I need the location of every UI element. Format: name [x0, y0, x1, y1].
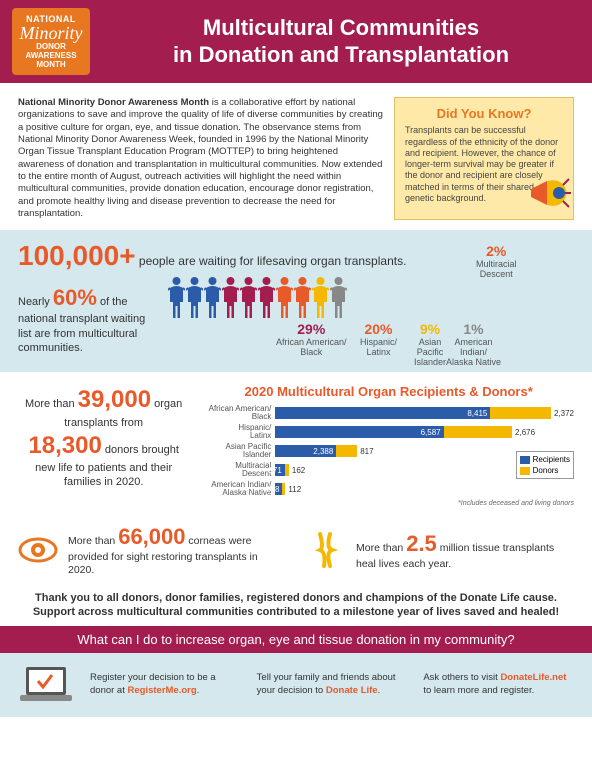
badge-awareness: AWARENESS — [25, 51, 76, 60]
intro-text: National Minority Donor Awareness MonthN… — [18, 97, 386, 220]
page-title: Multicultural Communities in Donation an… — [102, 15, 580, 68]
cornea-tissue-stats: More than 66,000 corneas were provided f… — [0, 515, 592, 585]
intro-section: National Minority Donor Awareness MonthN… — [0, 83, 592, 230]
person-icon — [294, 276, 311, 320]
register-link[interactable]: RegisterMe.org — [128, 685, 197, 696]
stat-100k-suffix: people are waiting for lifesaving organ … — [136, 254, 407, 268]
cta-body: Register your decision to be a donor at … — [0, 653, 592, 717]
badge-month: MONTH — [36, 60, 65, 69]
megaphone-icon — [523, 169, 571, 217]
transplant-stats: More than 39,000 organ transplants from … — [0, 372, 592, 515]
person-icon — [240, 276, 257, 320]
chart-title: 2020 Multicultural Organ Recipients & Do… — [203, 384, 574, 399]
demographic-label: 29%African American/Black — [276, 322, 347, 357]
recipients-donors-chart: 2020 Multicultural Organ Recipients & Do… — [203, 384, 574, 507]
people-pictogram: 29%African American/Black 20%Hispanic/Lat… — [168, 276, 574, 362]
stats2-text: More than 39,000 organ transplants from … — [18, 384, 189, 489]
person-icon — [276, 276, 293, 320]
did-you-know-box: Did You Know? Transplants can be success… — [394, 97, 574, 220]
cta-col-2: Tell your family and friends about your … — [257, 672, 408, 697]
chart-legend: RecipientsDonors — [516, 451, 574, 479]
person-icon — [204, 276, 221, 320]
waiting-list-stats: 100,000+ people are waiting for lifesavi… — [0, 230, 592, 372]
chart-bar-row: African American/Black8,4152,372 — [203, 405, 574, 421]
person-icon — [186, 276, 203, 320]
chart-bar-row: Hispanic/Latinx6,5872,676 — [203, 424, 574, 440]
donate-life-text: Donate Life — [326, 685, 378, 696]
cta-col-3: Ask others to visit DonateLife.net to le… — [423, 672, 574, 697]
laptop-icon — [18, 665, 74, 705]
donatelife-link[interactable]: DonateLife.net — [500, 672, 566, 683]
eye-icon — [18, 530, 58, 570]
demographic-label: 1%AmericanIndian/Alaska Native — [446, 322, 501, 367]
stat-18k: 18,300 — [28, 432, 101, 459]
chart-footnote: *Includes deceased and living donors — [203, 500, 574, 507]
person-icon — [258, 276, 275, 320]
demographic-label: 2%MultiracialDescent — [476, 244, 517, 279]
awareness-month-badge: NATIONAL Minority DONOR AWARENESS MONTH — [12, 8, 90, 75]
thank-you-text: Thank you to all donors, donor families,… — [0, 585, 592, 626]
stat-60pct: Nearly 60% of the national transplant wa… — [18, 284, 158, 355]
stat-2-5m: 2.5 — [406, 531, 437, 556]
dyk-title: Did You Know? — [405, 106, 563, 122]
badge-minority: Minority — [20, 24, 83, 42]
header: NATIONAL Minority DONOR AWARENESS MONTH … — [0, 0, 592, 83]
title-line2: in Donation and Transplantation — [102, 42, 580, 68]
tissue-stat: More than 2.5 million tissue transplants… — [306, 523, 574, 577]
person-icon — [222, 276, 239, 320]
intro-lead: National Minority Donor Awareness Month — [18, 97, 209, 108]
chart-bar-row: American Indian/Alaska Native278112 — [203, 481, 574, 497]
stat-100k: 100,000+ — [18, 240, 136, 271]
stat-39k: 39,000 — [78, 386, 151, 413]
cta-col-1: Register your decision to be a donor at … — [90, 672, 241, 697]
stat-60pct-num: 60% — [53, 285, 97, 310]
demographic-label: 20%Hispanic/Latinx — [360, 322, 397, 357]
cornea-stat: More than 66,000 corneas were provided f… — [18, 523, 286, 577]
person-icon — [312, 276, 329, 320]
title-line1: Multicultural Communities — [102, 15, 580, 41]
stat-66k: 66,000 — [118, 524, 185, 549]
knee-joint-icon — [306, 530, 346, 570]
badge-donor: DONOR — [36, 42, 66, 51]
demographic-label: 9%AsianPacificIslander — [414, 322, 446, 367]
person-icon — [168, 276, 185, 320]
person-icon — [330, 276, 347, 320]
cta-header: What can I do to increase organ, eye and… — [0, 626, 592, 653]
